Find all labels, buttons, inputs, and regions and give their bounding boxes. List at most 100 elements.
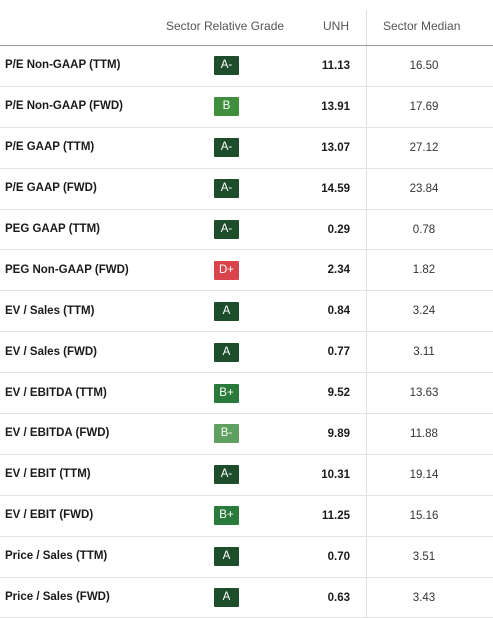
metric-label[interactable]: Price / Sales (TTM) <box>5 550 108 563</box>
grade-cell: A- <box>214 46 239 86</box>
grade-badge: A <box>214 301 239 321</box>
table-row: EV / EBITDA (FWD) B- 9.89 11.88 <box>0 414 493 455</box>
grade-cell: B+ <box>214 373 239 413</box>
sector-median-value: 0.78 <box>412 223 436 236</box>
grade-badge: A- <box>214 56 239 76</box>
table-body: P/E Non-GAAP (TTM) A- 11.13 16.50 P/E Non-GA… <box>0 46 493 618</box>
table-row: Price / Sales (TTM) A 0.70 3.51 <box>0 536 493 578</box>
column-divider <box>366 373 367 414</box>
ticker-value: 2.34 <box>327 264 350 277</box>
ticker-value: 11.13 <box>321 59 350 72</box>
column-divider <box>366 86 367 127</box>
ticker-value: 0.70 <box>327 550 350 563</box>
grade-cell: A- <box>214 169 239 209</box>
table-row: EV / Sales (FWD) A 0.77 3.11 <box>0 332 493 374</box>
grade-badge: A <box>214 342 239 362</box>
grade-badge: A <box>214 547 239 567</box>
metric-label[interactable]: EV / Sales (TTM) <box>5 304 95 317</box>
grade-cell: A <box>214 332 239 372</box>
sector-median-value: 15.16 <box>409 509 439 522</box>
ticker-value: 0.63 <box>327 591 350 604</box>
table-header: Sector Relative Grade UNH Sector Median <box>0 0 493 46</box>
grade-cell: A <box>214 537 239 577</box>
column-divider <box>366 10 367 45</box>
grade-badge: D+ <box>214 260 239 280</box>
column-divider <box>366 495 367 536</box>
grade-badge: B- <box>214 424 239 444</box>
sector-median-value: 11.88 <box>410 427 438 440</box>
grade-badge: B+ <box>214 383 239 403</box>
table-row: PEG Non-GAAP (FWD) D+ 2.34 1.82 <box>0 250 493 292</box>
metric-label[interactable]: PEG GAAP (TTM) <box>5 223 100 235</box>
sector-median-value: 19.14 <box>409 468 439 481</box>
column-divider <box>366 46 367 86</box>
sector-median-value: 16.50 <box>409 59 439 72</box>
table-row: EV / EBITDA (TTM) B+ 9.52 13.63 <box>0 373 493 415</box>
ticker-value: 0.29 <box>327 223 350 236</box>
ticker-value: 9.89 <box>327 427 350 440</box>
metric-label[interactable]: EV / EBITDA (TTM) <box>5 386 107 399</box>
sector-median-value: 3.11 <box>413 346 435 359</box>
grade-badge: A- <box>214 179 239 199</box>
grade-cell: A- <box>214 455 239 495</box>
sector-median-value: 3.43 <box>412 591 436 604</box>
grade-cell: D+ <box>214 250 239 290</box>
grade-cell: B <box>214 87 239 127</box>
column-divider <box>366 250 367 291</box>
sector-median-value: 3.51 <box>412 550 436 563</box>
ticker-value: 9.52 <box>327 387 350 400</box>
header-ticker[interactable]: UNH <box>323 19 349 33</box>
grade-badge: B+ <box>214 506 239 526</box>
metric-label[interactable]: P/E Non-GAAP (FWD) <box>5 100 123 113</box>
table-row: EV / EBIT (TTM) A- 10.31 19.14 <box>0 454 493 496</box>
grade-cell: A- <box>214 210 239 250</box>
metric-label[interactable]: EV / Sales (FWD) <box>5 345 98 358</box>
metric-label[interactable]: EV / EBIT (FWD) <box>5 509 94 522</box>
ticker-value: 13.07 <box>321 141 350 154</box>
metric-label[interactable]: P/E GAAP (FWD) <box>5 182 97 195</box>
metric-label[interactable]: P/E GAAP (TTM) <box>5 141 95 154</box>
metric-label[interactable]: Price / Sales (FWD) <box>5 591 110 604</box>
sector-median-value: 17.69 <box>409 100 439 113</box>
ticker-value: 13.91 <box>321 100 350 113</box>
metric-label[interactable]: EV / EBITDA (FWD) <box>5 427 110 440</box>
table-row: P/E GAAP (TTM) A- 13.07 27.12 <box>0 127 493 169</box>
sector-median-value: 23.84 <box>409 182 439 195</box>
metric-label[interactable]: P/E Non-GAAP (TTM) <box>5 59 121 72</box>
metric-label[interactable]: EV / EBIT (TTM) <box>5 468 91 481</box>
sector-median-value: 27.12 <box>409 141 439 154</box>
grade-cell: A <box>214 291 239 331</box>
column-divider <box>366 454 367 495</box>
header-sector-median[interactable]: Sector Median <box>383 19 461 33</box>
header-sector-relative-grade[interactable]: Sector Relative Grade <box>166 19 285 33</box>
ticker-value: 11.25 <box>321 509 350 522</box>
column-divider <box>366 414 367 454</box>
table-row: Price / Sales (FWD) A 0.63 3.43 <box>0 577 493 618</box>
grade-badge: A- <box>214 220 239 239</box>
ticker-value: 0.84 <box>327 305 350 318</box>
column-divider <box>366 332 367 373</box>
metric-label[interactable]: PEG Non-GAAP (FWD) <box>5 263 129 276</box>
grade-cell: B+ <box>214 496 239 536</box>
table-row: P/E Non-GAAP (FWD) B 13.91 17.69 <box>0 86 493 128</box>
grade-cell: B- <box>214 414 239 454</box>
table-row: PEG GAAP (TTM) A- 0.29 0.78 <box>0 209 493 251</box>
column-divider <box>366 168 367 209</box>
table-row: EV / EBIT (FWD) B+ 11.25 15.16 <box>0 495 493 537</box>
column-divider <box>366 209 367 250</box>
sector-median-value: 1.82 <box>412 264 436 277</box>
grade-badge: A- <box>214 465 239 485</box>
column-divider <box>366 291 367 332</box>
sector-median-value: 13.63 <box>409 387 439 400</box>
ticker-value: 10.31 <box>321 468 350 481</box>
grade-badge: A- <box>214 138 239 158</box>
table-row: P/E GAAP (FWD) A- 14.59 23.84 <box>0 168 493 210</box>
ticker-value: 14.59 <box>321 182 350 195</box>
table-row: P/E Non-GAAP (TTM) A- 11.13 16.50 <box>0 46 493 87</box>
grade-cell: A- <box>214 128 239 168</box>
grade-cell: A <box>214 578 239 618</box>
column-divider <box>366 127 367 168</box>
grade-badge: B <box>214 97 239 117</box>
table-row: EV / Sales (TTM) A 0.84 3.24 <box>0 291 493 333</box>
